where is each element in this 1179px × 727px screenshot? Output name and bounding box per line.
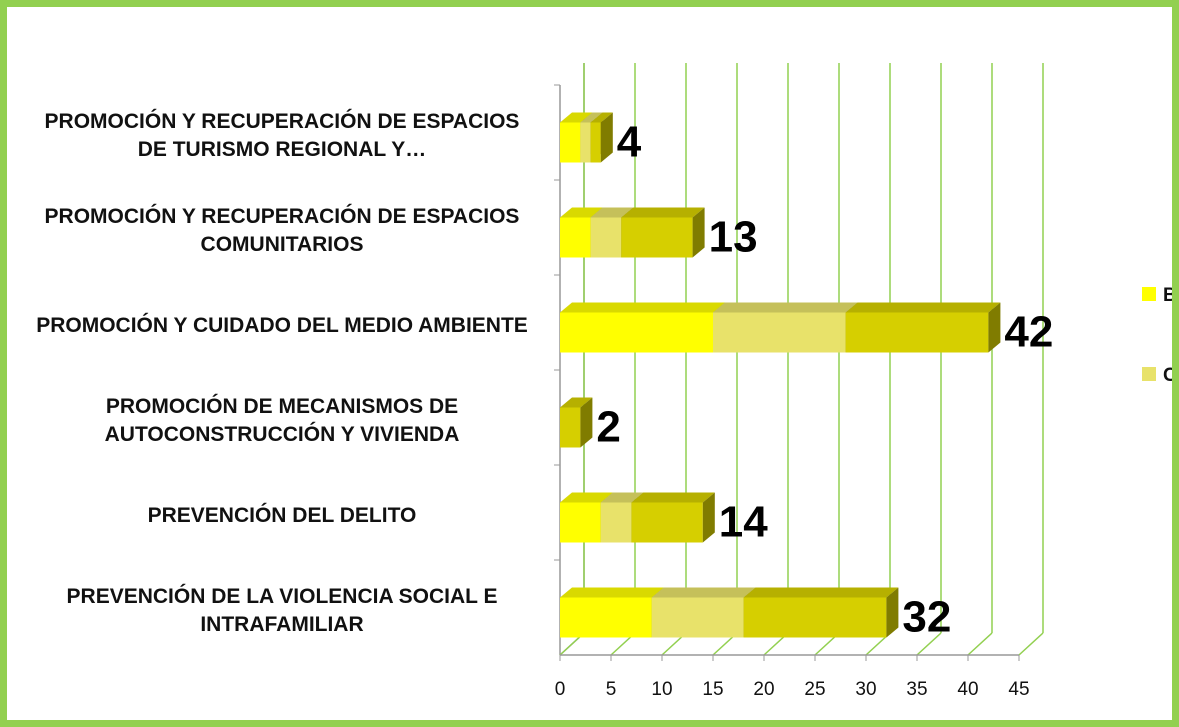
total-label: 13 [709, 213, 758, 262]
bar [560, 217, 591, 258]
grid-line [1018, 632, 1044, 656]
x-tick-label: 5 [606, 679, 617, 700]
x-tick-label: 45 [1008, 679, 1029, 700]
total-label: 4 [617, 118, 642, 167]
bar-top [560, 112, 593, 123]
bar-top [743, 587, 899, 598]
bar-top [560, 207, 603, 218]
bar [560, 122, 581, 163]
bar-side [702, 492, 715, 543]
x-tick-label: 40 [957, 679, 978, 700]
x-tick-label: 10 [651, 679, 672, 700]
y-tick-label: PROMOCIÓN DE MECANISMOS DE AUTOCONSTRUCC… [104, 394, 460, 446]
x-tick-label: 20 [753, 679, 774, 700]
bar [560, 597, 652, 638]
legend-label: B [1163, 285, 1177, 306]
bar-top [560, 302, 725, 313]
bar-top [560, 492, 613, 503]
bar [651, 597, 744, 638]
y-tick-label: PREVENCIÓN DEL DELITO [147, 503, 417, 527]
bar [590, 217, 622, 258]
bar [600, 502, 632, 543]
bar [631, 502, 703, 543]
bar [590, 122, 601, 163]
bar [743, 597, 887, 638]
bar-top [600, 492, 644, 503]
bar-side [600, 112, 613, 163]
legend-swatch [1142, 367, 1156, 381]
bar-side [886, 587, 899, 638]
bar-top [590, 112, 613, 123]
bar-top [845, 302, 1001, 313]
y-tick-label: PREVENCIÓN DE LA VIOLENCIA SOCIAL E INTR… [66, 584, 498, 636]
x-tick-label: 0 [555, 679, 566, 700]
bar [621, 217, 693, 258]
plot: 0 5 10 15 20 25 30 35 40 45 4 13 42 2 14 32 B C [554, 63, 1177, 700]
bar [560, 312, 713, 353]
bar-side [580, 397, 593, 448]
bar [845, 312, 989, 353]
grid-line [916, 632, 942, 656]
legend-swatch [1142, 287, 1156, 301]
x-tick-label: 15 [702, 679, 723, 700]
bar-top [713, 302, 858, 313]
bar [560, 502, 601, 543]
bar [560, 407, 581, 448]
bar-top [651, 587, 756, 598]
total-label: 42 [1004, 308, 1053, 357]
total-label: 2 [596, 403, 620, 452]
legend-label: C [1163, 365, 1177, 386]
x-tick-label: 35 [906, 679, 927, 700]
bar-top [590, 207, 634, 218]
bar-top [621, 207, 705, 218]
y-tick-label: PROMOCIÓN Y RECUPERACIÓN DE ESPACIOS DE … [44, 109, 520, 161]
y-tick-label: PROMOCIÓN Y RECUPERACIÓN DE ESPACIOS COM… [44, 204, 520, 256]
bar-top [580, 112, 603, 123]
x-tick-label: 25 [804, 679, 825, 700]
bar-top [631, 492, 715, 503]
bar [580, 122, 591, 163]
bar-side [988, 302, 1001, 353]
x-tick-label: 30 [855, 679, 876, 700]
bar-side [692, 207, 705, 258]
y-tick-label: PROMOCIÓN Y CUIDADO DEL MEDIO AMBIENTE [36, 313, 528, 337]
total-label: 32 [902, 593, 951, 642]
total-label: 14 [719, 498, 768, 547]
bar-top [560, 397, 593, 408]
grid-line [967, 632, 993, 656]
bar [713, 312, 846, 353]
bar-top [560, 587, 664, 598]
